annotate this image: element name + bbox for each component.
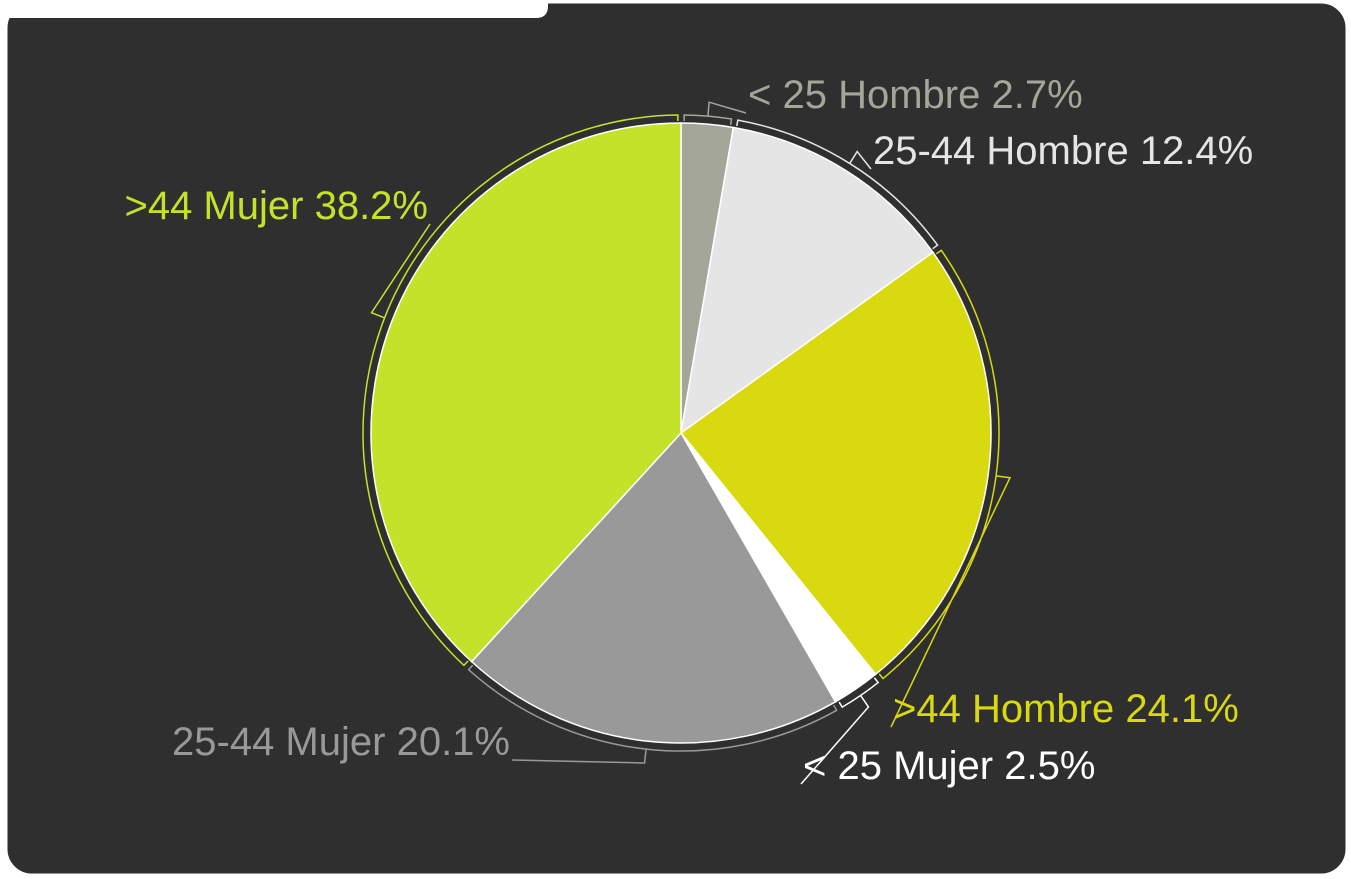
slice-label-name: 25-44 Hombre: [873, 129, 1129, 173]
pie-slice: [679, 251, 992, 676]
slice-label-value: 2.5%: [1004, 744, 1095, 788]
pie-slice: [679, 126, 934, 435]
leader-line: [878, 249, 1012, 728]
slice-label: 25-44 Hombre 12.4%: [873, 129, 1253, 173]
slice-label-name: >44 Mujer: [124, 184, 303, 228]
title-tab: [0, 0, 548, 18]
slice-label-value: 20.1%: [397, 720, 510, 764]
slice-label: < 25 Hombre 2.7%: [748, 73, 1083, 117]
slice-label-name: < 25 Hombre: [748, 73, 980, 117]
slice-label-name: >44 Hombre: [893, 687, 1114, 731]
slice-label-name: 25-44 Mujer: [172, 720, 385, 764]
slice-label: >44 Mujer 38.2%: [124, 184, 428, 228]
slice-label-value: 12.4%: [1140, 129, 1253, 173]
slice-label-value: 24.1%: [1125, 687, 1238, 731]
slice-label: >44 Hombre 24.1%: [893, 687, 1239, 731]
pie-slice: [470, 431, 837, 744]
leader-line: [467, 664, 838, 764]
leader-line: [736, 119, 939, 250]
slice-label: 25-44 Mujer 20.1%: [172, 720, 510, 764]
leader-line: [800, 677, 880, 785]
leader-line: [683, 101, 747, 126]
slice-label-name: < 25 Mujer: [803, 744, 993, 788]
leader-line: [362, 114, 679, 667]
slice-label-value: 2.7%: [991, 73, 1082, 117]
slice-label: < 25 Mujer 2.5%: [803, 744, 1095, 788]
slice-label-value: 38.2%: [315, 184, 428, 228]
pie-slice: [370, 122, 682, 663]
